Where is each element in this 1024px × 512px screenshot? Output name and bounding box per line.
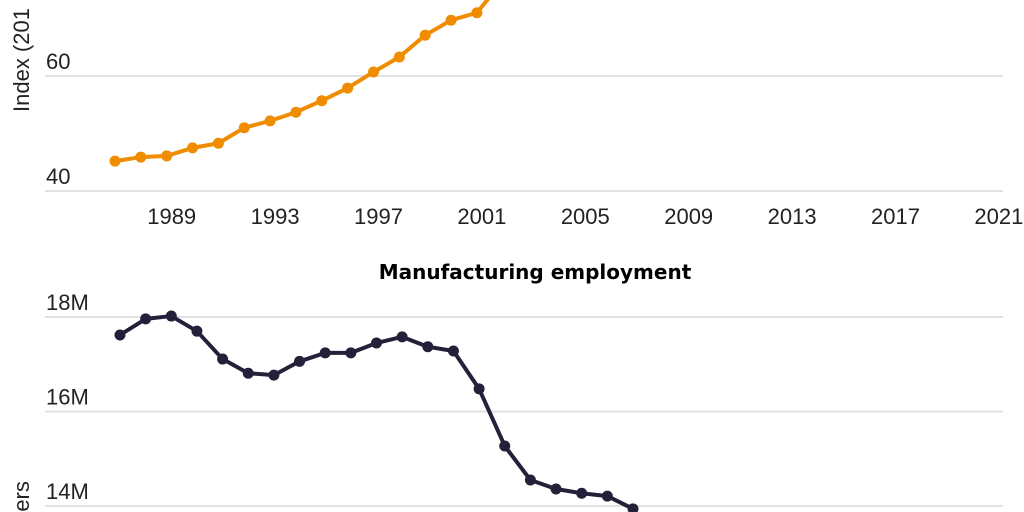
data-point (187, 142, 199, 154)
data-point (161, 150, 173, 162)
data-point (191, 325, 203, 337)
data-point (447, 345, 459, 357)
top-y-axis-label: Index (201 (9, 8, 34, 112)
data-point (422, 341, 434, 353)
data-point (238, 122, 250, 134)
x-tick-label: 2001 (457, 204, 506, 229)
data-point (419, 29, 431, 41)
data-point (499, 440, 511, 452)
data-point (135, 151, 147, 163)
data-point (471, 7, 483, 19)
data-point (393, 51, 405, 63)
data-point (342, 82, 354, 94)
x-tick-label: 2021 (974, 204, 1023, 229)
x-tick-label: 2013 (768, 204, 817, 229)
x-tick-label: 2009 (664, 204, 713, 229)
data-point (316, 95, 328, 107)
data-point (368, 66, 379, 78)
data-point (165, 310, 177, 322)
data-point (319, 347, 331, 359)
x-tick-label: 1993 (251, 204, 300, 229)
data-point (140, 313, 152, 325)
y-tick-label: 14M (46, 479, 89, 504)
data-point (212, 137, 224, 149)
employment-chart: rkers 18M 16M 14M (9, 290, 1003, 512)
data-point (445, 14, 457, 26)
data-point (217, 353, 229, 365)
y-tick-label: 40 (46, 164, 70, 189)
x-tick-label: 1997 (354, 204, 403, 229)
x-tick-label: 2017 (871, 204, 920, 229)
x-tick-label: 2005 (561, 204, 610, 229)
y-tick-label: 18M (46, 290, 89, 315)
bottom-chart-title: Manufacturing employment (379, 260, 692, 284)
data-point (601, 490, 613, 502)
x-tick-label: 1989 (147, 204, 196, 229)
data-point (264, 115, 276, 127)
bottom-y-axis-label: rkers (9, 481, 34, 512)
data-point (473, 383, 485, 395)
data-point (114, 329, 126, 341)
data-point (242, 367, 254, 379)
data-point (371, 337, 382, 349)
price-index-chart: Index (201 60 40 1989 1993 1997 2001 2005 2009 2… (9, 0, 1023, 229)
data-point (396, 331, 408, 343)
data-point (109, 155, 121, 167)
data-point (627, 503, 639, 512)
data-point (294, 355, 306, 367)
data-point (524, 474, 536, 486)
y-tick-label: 16M (46, 385, 89, 410)
data-point (345, 347, 357, 359)
data-point (290, 106, 302, 118)
data-point (550, 483, 562, 495)
series-line (114, 0, 490, 164)
y-tick-label: 60 (46, 49, 70, 74)
data-point (576, 487, 588, 499)
data-point (268, 369, 280, 381)
